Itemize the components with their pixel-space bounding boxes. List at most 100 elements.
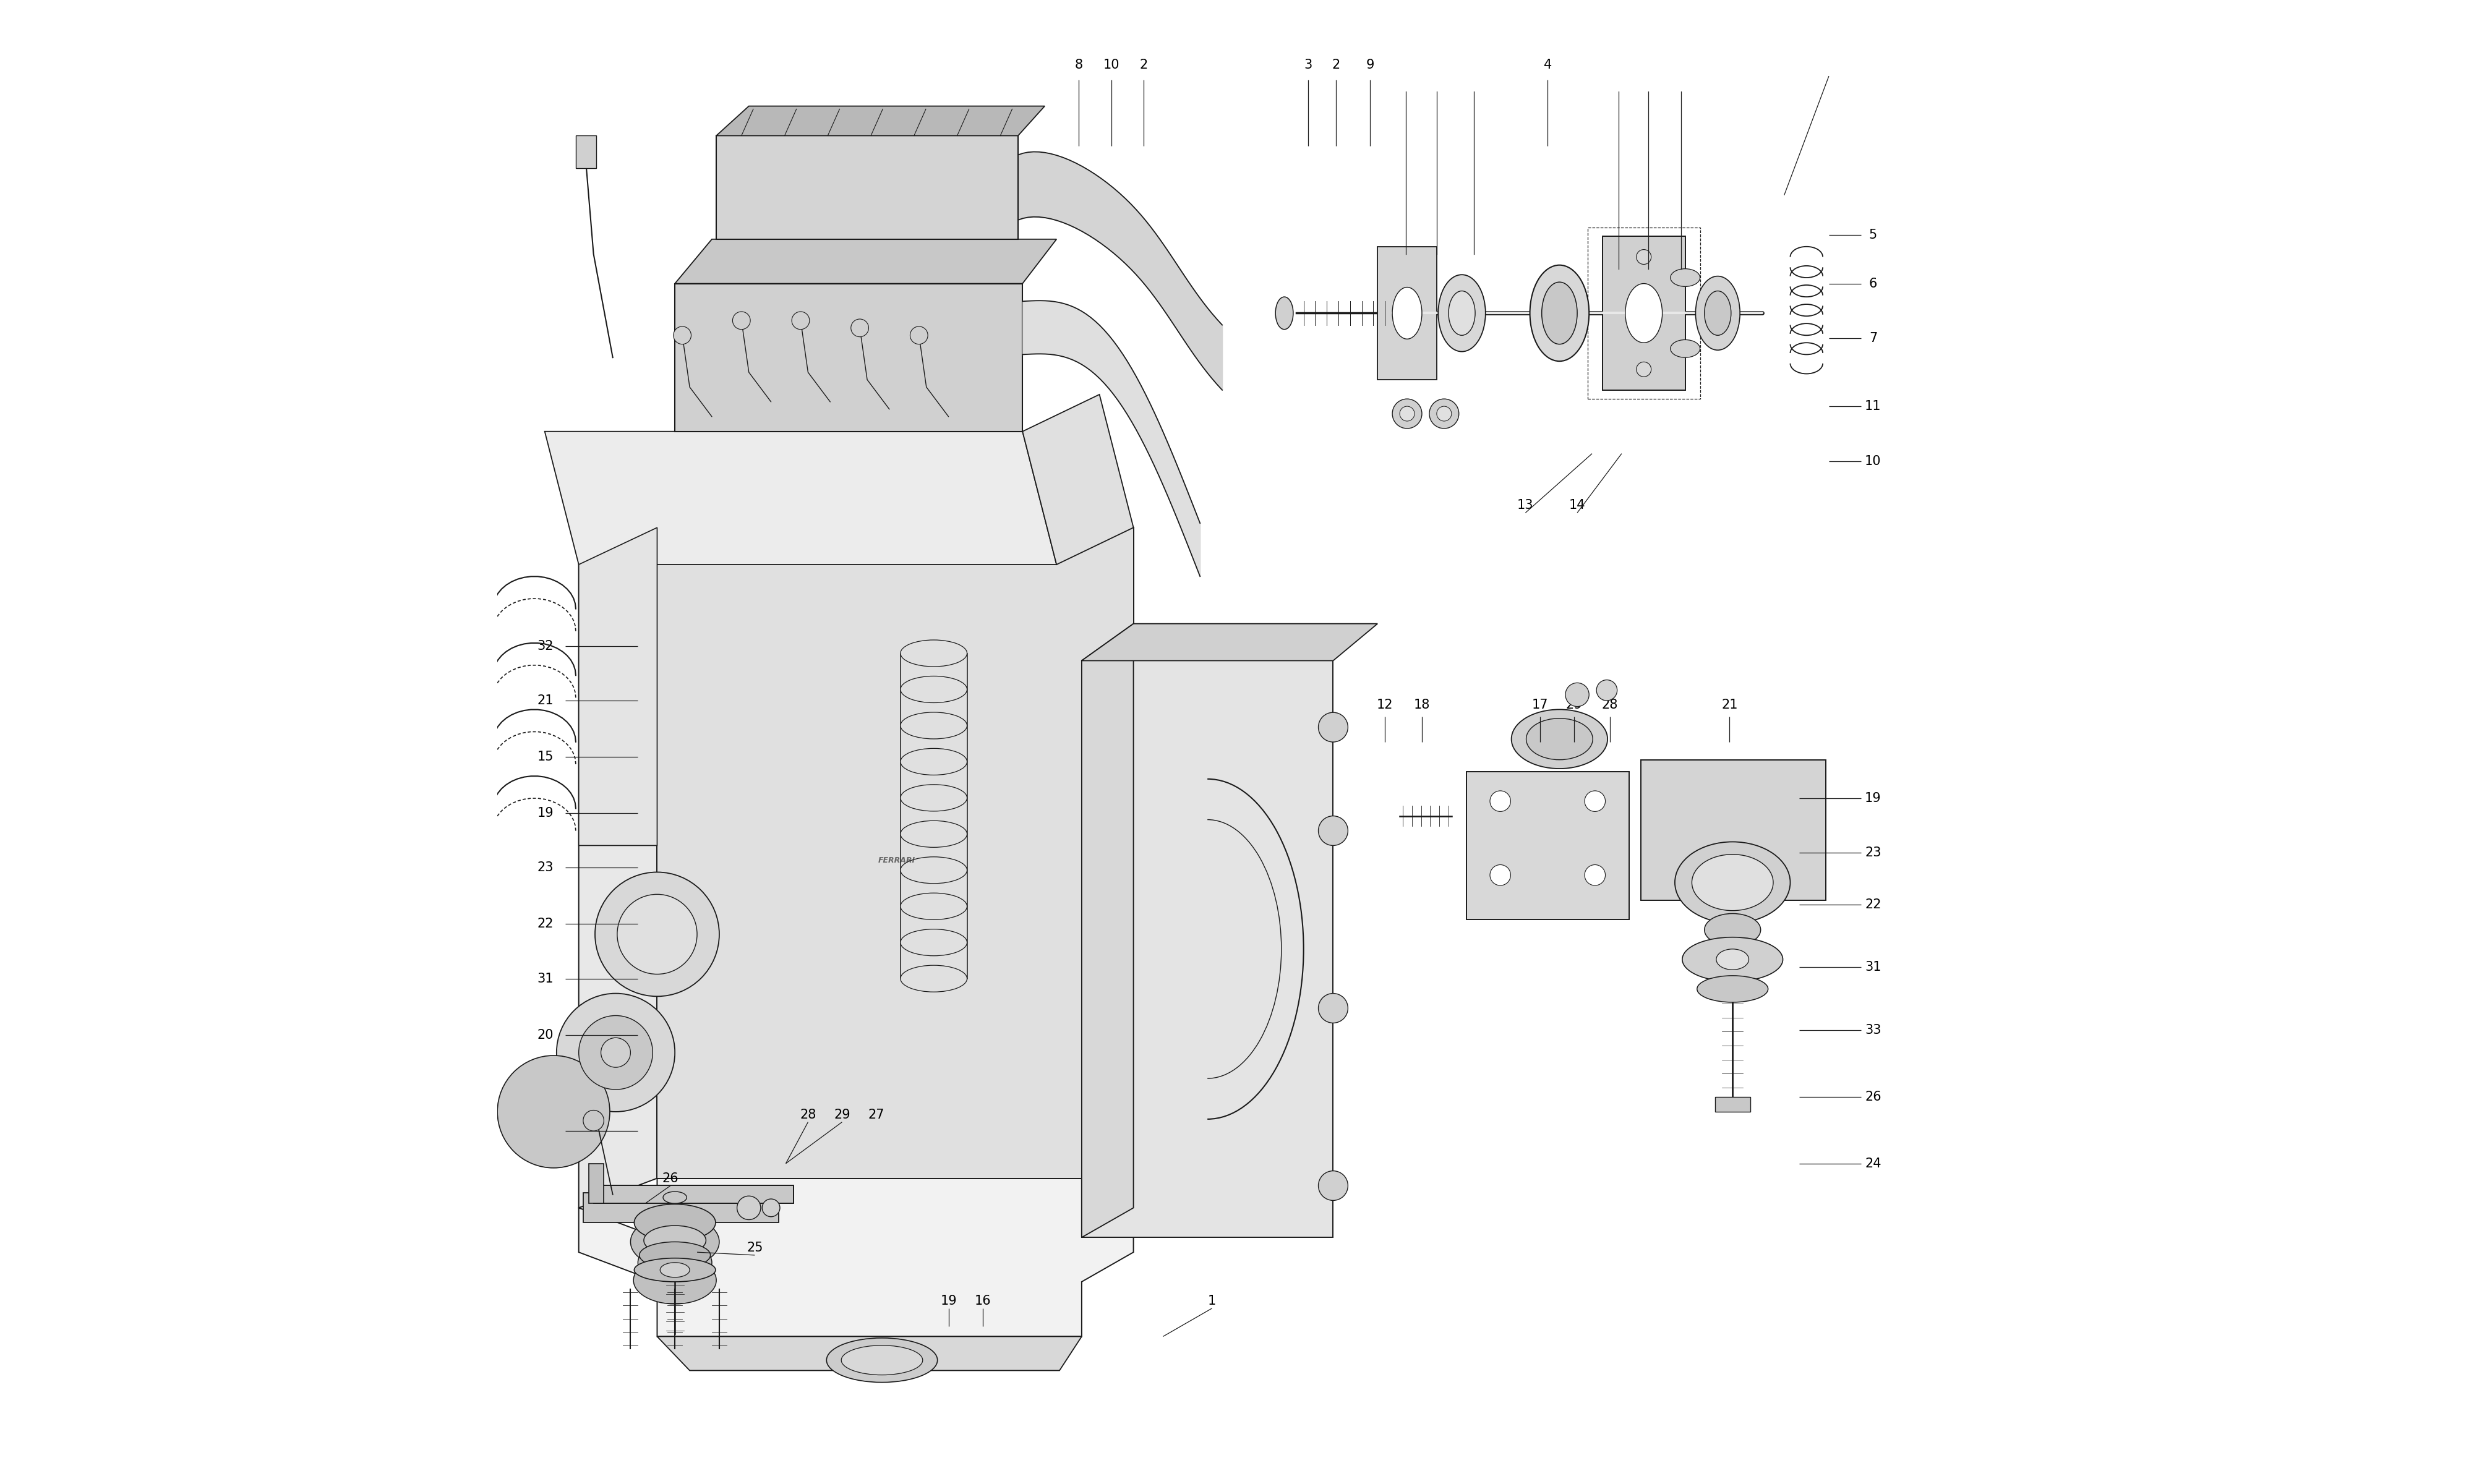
Text: 24: 24 [1865, 1158, 1880, 1169]
Text: 19: 19 [940, 1296, 957, 1307]
Circle shape [1489, 791, 1512, 812]
Polygon shape [717, 105, 1044, 135]
Text: 2: 2 [1141, 58, 1148, 71]
Ellipse shape [1526, 718, 1593, 760]
Ellipse shape [901, 677, 967, 703]
Ellipse shape [1450, 291, 1475, 335]
Bar [1714, 1097, 1749, 1112]
Circle shape [762, 1199, 779, 1217]
Circle shape [515, 1073, 591, 1150]
Text: 33: 33 [1865, 1024, 1880, 1036]
Ellipse shape [1437, 275, 1484, 352]
Circle shape [1400, 407, 1415, 421]
Text: 2: 2 [1331, 58, 1341, 71]
Ellipse shape [1670, 269, 1700, 286]
Ellipse shape [1675, 841, 1791, 923]
Text: 5: 5 [1868, 229, 1878, 240]
Text: 3: 3 [1304, 58, 1311, 71]
Text: 28: 28 [799, 1109, 816, 1120]
Ellipse shape [631, 1215, 720, 1269]
Text: 22: 22 [537, 917, 554, 930]
Circle shape [1319, 993, 1348, 1022]
Text: 6: 6 [1868, 278, 1878, 289]
Ellipse shape [643, 1226, 705, 1255]
Circle shape [1319, 712, 1348, 742]
Polygon shape [579, 528, 1133, 564]
Text: 15: 15 [537, 751, 554, 763]
Circle shape [601, 1037, 631, 1067]
Ellipse shape [901, 712, 967, 739]
Circle shape [1586, 791, 1606, 812]
Ellipse shape [661, 1263, 690, 1278]
Circle shape [579, 1015, 653, 1089]
Circle shape [851, 319, 868, 337]
Text: 22: 22 [1865, 898, 1880, 911]
Ellipse shape [901, 640, 967, 666]
Ellipse shape [901, 965, 967, 991]
Text: 7: 7 [1868, 332, 1878, 344]
Ellipse shape [1277, 297, 1294, 329]
Ellipse shape [1692, 855, 1774, 911]
Text: 26: 26 [663, 1172, 678, 1184]
Text: 17: 17 [1531, 699, 1549, 711]
Ellipse shape [663, 1192, 688, 1204]
Text: 1: 1 [1207, 1296, 1215, 1307]
Text: FERRARI: FERRARI [878, 856, 915, 864]
Polygon shape [544, 432, 1056, 564]
Text: 9: 9 [1366, 58, 1373, 71]
Ellipse shape [638, 1242, 710, 1269]
Ellipse shape [1717, 950, 1749, 969]
Ellipse shape [901, 748, 967, 775]
Circle shape [557, 993, 675, 1112]
Circle shape [584, 1110, 604, 1131]
Polygon shape [717, 135, 1019, 239]
Circle shape [1566, 683, 1588, 706]
Ellipse shape [1705, 291, 1732, 335]
Circle shape [910, 326, 928, 344]
Ellipse shape [1625, 283, 1663, 343]
Circle shape [539, 1097, 569, 1126]
Polygon shape [1378, 246, 1437, 380]
Circle shape [1393, 399, 1423, 429]
Ellipse shape [633, 1204, 715, 1241]
Ellipse shape [1705, 914, 1761, 947]
Ellipse shape [901, 856, 967, 883]
Circle shape [1319, 1171, 1348, 1201]
Ellipse shape [638, 1242, 713, 1284]
Text: 19: 19 [537, 807, 554, 819]
Circle shape [1586, 865, 1606, 886]
Text: 10: 10 [1865, 454, 1880, 467]
Circle shape [732, 312, 750, 329]
Polygon shape [1603, 236, 1685, 390]
Polygon shape [579, 528, 658, 1208]
Text: 18: 18 [1413, 699, 1430, 711]
Polygon shape [1022, 395, 1133, 564]
Ellipse shape [1541, 282, 1578, 344]
Text: 8: 8 [1074, 58, 1084, 71]
Ellipse shape [901, 821, 967, 847]
Polygon shape [584, 1193, 779, 1223]
Circle shape [1596, 680, 1618, 700]
Text: 13: 13 [1517, 499, 1534, 512]
Circle shape [497, 1055, 609, 1168]
Ellipse shape [901, 785, 967, 812]
Text: 21: 21 [537, 695, 554, 706]
Text: 29: 29 [834, 1109, 851, 1120]
Text: 29: 29 [1566, 699, 1583, 711]
Text: 21: 21 [1722, 699, 1737, 711]
Text: 32: 32 [537, 640, 554, 651]
Text: 19: 19 [1865, 792, 1880, 804]
Text: 12: 12 [1376, 699, 1393, 711]
Ellipse shape [901, 893, 967, 920]
Text: 20: 20 [537, 1028, 554, 1040]
Ellipse shape [1697, 975, 1769, 1002]
Ellipse shape [633, 1257, 717, 1304]
Text: 27: 27 [868, 1109, 883, 1120]
Polygon shape [1081, 660, 1333, 1238]
Text: 26: 26 [1865, 1091, 1880, 1103]
Text: 10: 10 [1103, 58, 1118, 71]
Polygon shape [675, 239, 1056, 283]
Ellipse shape [1393, 288, 1423, 338]
Text: 30: 30 [537, 1125, 554, 1137]
Circle shape [1437, 407, 1452, 421]
